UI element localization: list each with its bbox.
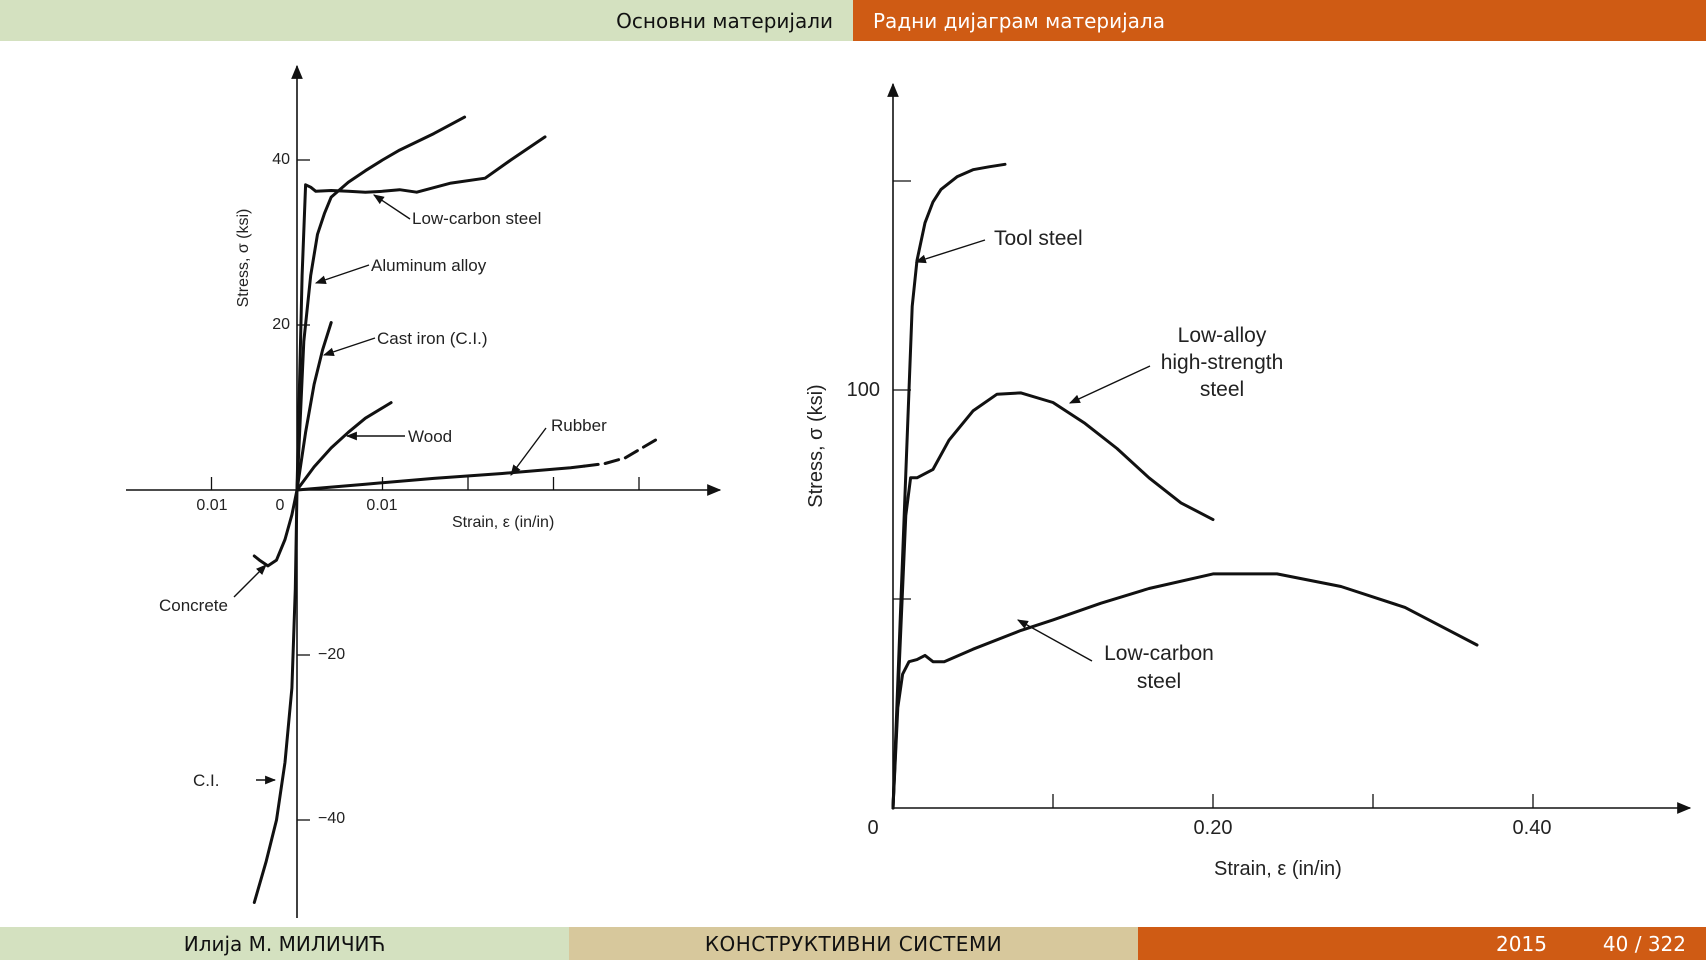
label-tool-steel: Tool steel (994, 227, 1083, 250)
right-chart: 0 0.20 0.40 100 Strain, ε (in/in) Stress… (805, 82, 1692, 880)
footer-page: 40 / 322 (1602, 931, 1686, 956)
footer-bar: Илија М. МИЛИЧИЋ КОНСТРУКТИВНИ СИСТЕМИ 2… (0, 927, 1706, 960)
label-cast-iron: Cast iron (C.I.) (377, 329, 488, 348)
leader-rubber (510, 427, 547, 476)
curve-cast-iron-c-i (295, 321, 333, 492)
right-x-axis-label: Strain, ε (in/in) (1214, 858, 1342, 880)
label-line: Low-alloy (1178, 324, 1267, 347)
label-line: steel (1137, 670, 1181, 693)
curve-c-i (252, 488, 299, 904)
left-x-axis-label: Strain, ε (in/in) (452, 514, 554, 531)
curve-rubber-dashed (582, 438, 658, 468)
header-subsection: Радни дијаграм материјала (853, 0, 1706, 41)
right-y-tick-label: 100 (847, 379, 880, 401)
footer-right: 2015 40 / 322 (1138, 927, 1706, 960)
footer-author: Илија М. МИЛИЧИЋ (0, 927, 569, 960)
label-low-carbon-steel-left: Low-carbon steel (412, 209, 541, 228)
left-y-tick-label: 40 (272, 151, 290, 168)
label-ci-compression: C.I. (193, 771, 219, 790)
right-x-tick-label: 0.40 (1513, 817, 1552, 839)
footer-title: КОНСТРУКТИВНИ СИСТЕМИ (569, 927, 1138, 960)
curve-low-carbon-steel (295, 135, 547, 492)
curve-low-alloy-high-strength-steel (891, 391, 1215, 810)
left-chart: 0.01 0 0.01 40 20 −20 −40 Strain, ε (in/… (126, 64, 722, 918)
left-y-tick-label: −40 (318, 810, 345, 827)
left-x-tick-label: 0 (276, 497, 285, 514)
left-y-axis-label: Stress, σ (ksi) (235, 209, 252, 308)
label-low-alloy-high-strength-steel: Low-alloy high-strength steel (1161, 324, 1284, 401)
label-low-carbon-steel-right: Low-carbon steel (1104, 642, 1214, 693)
right-curves (891, 162, 1479, 810)
header-bar: Основни материјали Радни дијаграм матери… (0, 0, 1706, 41)
left-y-ticks (297, 159, 310, 821)
stress-strain-figure: 0.01 0 0.01 40 20 −20 −40 Strain, ε (in/… (126, 64, 1692, 918)
label-aluminum-alloy: Aluminum alloy (371, 256, 487, 275)
curve-aluminum-alloy (295, 115, 467, 492)
leader-low-carbon-steel-right (1017, 619, 1093, 662)
left-y-tick-label: −20 (318, 646, 345, 663)
label-rubber: Rubber (551, 416, 607, 435)
leader-low-alloy-steel (1069, 365, 1151, 404)
label-line: high-strength (1161, 351, 1284, 374)
left-curves (252, 115, 658, 904)
leader-tool-steel (914, 239, 986, 264)
right-x-tick-label: 0.20 (1194, 817, 1233, 839)
label-line: steel (1200, 378, 1244, 401)
right-x-tick-label: 0 (867, 817, 878, 839)
leader-cast-iron (322, 337, 376, 357)
footer-year: 2015 (1496, 931, 1547, 956)
leader-low-carbon-steel-left (373, 194, 411, 220)
leader-concrete (233, 564, 267, 598)
curve-rubber (295, 464, 586, 492)
curve-low-carbon-steel (891, 572, 1479, 810)
left-y-tick-label: 20 (272, 316, 290, 333)
label-concrete: Concrete (159, 596, 228, 615)
right-x-ticks (1052, 794, 1534, 808)
label-line: Low-carbon (1104, 642, 1214, 665)
right-y-axis-label: Stress, σ (ksi) (805, 384, 827, 507)
curve-wood (295, 401, 393, 492)
curve-concrete (252, 488, 299, 568)
left-x-tick-label: 0.01 (366, 497, 397, 514)
header-section: Основни материјали (0, 0, 853, 41)
label-wood: Wood (408, 427, 452, 446)
left-x-tick-label: 0.01 (196, 497, 227, 514)
leader-aluminum-alloy (314, 264, 370, 284)
curve-tool-steel (891, 162, 1007, 810)
